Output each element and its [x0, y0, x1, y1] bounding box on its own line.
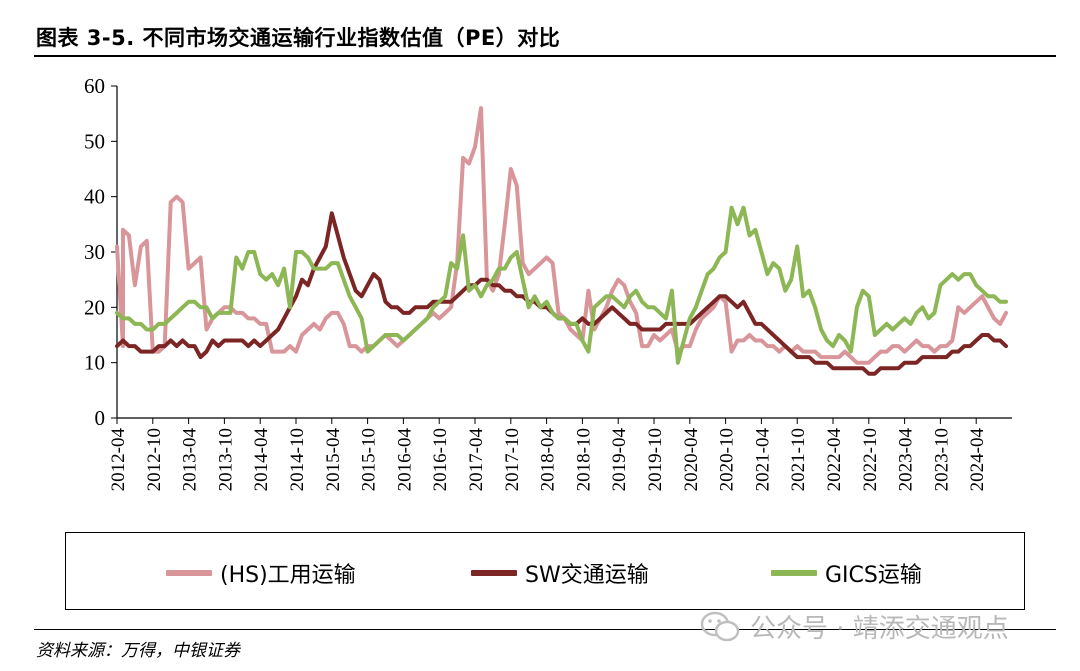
series-line-0	[115, 106, 1008, 365]
x-tick-label: 2020-04	[681, 428, 702, 492]
x-tick-label: 2019-04	[609, 428, 630, 492]
x-tick-label: 2022-10	[860, 428, 881, 491]
x-tick-label: 2012-04	[108, 428, 129, 492]
legend-swatch-gics	[771, 570, 817, 576]
legend-item-gics: GICS运输	[771, 557, 922, 589]
x-tick-label: 2018-04	[538, 428, 559, 492]
watermark-text: 公众号 · 靖添交通观点	[750, 614, 1009, 644]
watermark: 公众号 · 靖添交通观点	[700, 608, 1009, 645]
series-lines	[115, 106, 1008, 376]
x-tick-label: 2023-04	[896, 428, 917, 492]
legend-swatch-sw	[471, 570, 517, 576]
legend-item-sw: SW交通运输	[471, 557, 649, 589]
x-tick-label: 2012-10	[144, 428, 165, 491]
x-tick-label: 2016-04	[394, 428, 415, 492]
x-tick-label: 2016-10	[430, 428, 451, 491]
x-tick-label: 2017-04	[466, 428, 487, 492]
y-tick-label: 0	[95, 406, 106, 430]
title-divider	[34, 55, 1056, 57]
x-tick-label: 2023-10	[931, 428, 952, 491]
y-tick-label: 60	[84, 74, 105, 98]
legend-swatch-hs	[166, 570, 212, 576]
x-tick-label: 2015-04	[323, 428, 344, 492]
x-tick-label: 2013-10	[215, 428, 236, 491]
source-note: 资料来源：万得，中银证券	[36, 641, 240, 661]
wechat-icon	[700, 611, 740, 641]
x-tick-label: 2021-04	[752, 428, 773, 492]
series-line-1	[115, 211, 1008, 376]
chart-title: 图表 3-5. 不同市场交通运输行业指数估值（PE）对比	[36, 26, 561, 50]
y-tick-label: 20	[84, 295, 105, 319]
x-tick-label: 2014-04	[251, 428, 272, 492]
chart-plot: 0 10 20 30 40 50 60 2012-04 2012-10 2013-04 2013-1…	[84, 74, 1012, 491]
axes: 0 10 20 30 40 50 60 2012-04 2012-10 2013-04 2013-1…	[84, 74, 1012, 491]
y-tick-label: 10	[84, 351, 105, 375]
x-tick-label: 2015-10	[359, 428, 380, 491]
x-tick-label: 2014-10	[287, 428, 308, 491]
legend-item-hs: (HS)工用运输	[166, 557, 356, 589]
x-tick-label: 2018-10	[573, 428, 594, 491]
legend-label-hs: (HS)工用运输	[220, 563, 356, 588]
x-tick-label: 2019-10	[645, 428, 666, 491]
x-tick-label: 2020-10	[717, 428, 738, 491]
x-tick-label: 2017-10	[502, 428, 523, 491]
y-tick-label: 30	[84, 240, 105, 264]
y-tick-label: 40	[84, 185, 105, 209]
x-tick-label: 2013-04	[180, 428, 201, 492]
series-line-2	[115, 205, 1008, 365]
source-divider	[34, 629, 1056, 630]
x-tick-label: 2022-04	[824, 428, 845, 492]
y-tick-label: 50	[84, 129, 105, 153]
legend: (HS)工用运输 SW交通运输 GICS运输	[65, 532, 1025, 610]
legend-label-gics: GICS运输	[825, 563, 922, 588]
x-tick-label: 2024-04	[967, 428, 988, 492]
legend-label-sw: SW交通运输	[525, 563, 649, 588]
x-tick-label: 2021-10	[788, 428, 809, 491]
